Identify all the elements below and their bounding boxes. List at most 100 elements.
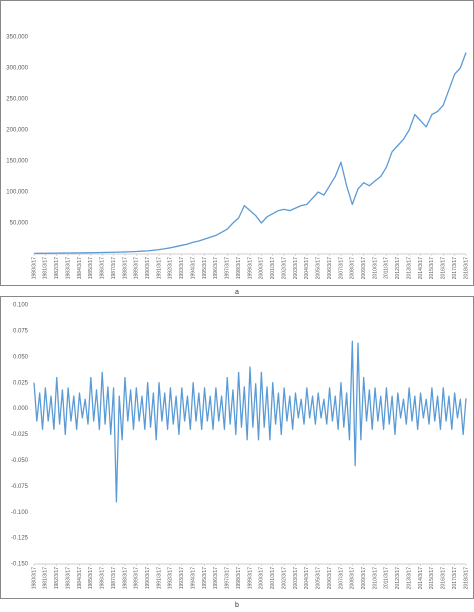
y-tick-label: 50,000 xyxy=(10,221,29,227)
y-tick-label: -0.125 xyxy=(11,536,29,542)
x-tick-label: 2007/3/17 xyxy=(338,567,344,589)
x-tick-label: 1990/3/17 xyxy=(145,257,151,279)
x-tick-label: 1994/3/17 xyxy=(190,567,196,589)
x-tick-label: 2015/3/17 xyxy=(429,257,435,279)
x-tick-label: 2003/3/17 xyxy=(293,567,299,589)
panel-frame xyxy=(0,296,474,599)
x-tick-label: 2004/3/17 xyxy=(304,257,310,279)
x-tick-label: 2012/3/17 xyxy=(395,567,401,589)
y-tick-label: 0.000 xyxy=(13,406,29,412)
x-tick-label: 2010/3/17 xyxy=(372,567,378,589)
x-tick-label: 1982/3/17 xyxy=(54,257,60,279)
x-tick-label: 2014/3/17 xyxy=(418,257,424,279)
y-tick-label: -0.100 xyxy=(11,510,29,516)
x-tick-label: 1996/3/17 xyxy=(213,567,219,589)
x-tick-label: 2002/3/17 xyxy=(281,257,287,279)
x-tick-label: 1991/3/17 xyxy=(156,257,162,279)
x-tick-label: 2002/3/17 xyxy=(281,567,287,589)
x-tick-label: 2018/3/17 xyxy=(463,567,469,589)
x-tick-label: 2013/3/17 xyxy=(406,257,412,279)
x-tick-label: 2007/3/17 xyxy=(338,257,344,279)
x-tick-label: 1983/3/17 xyxy=(65,567,71,589)
x-tick-label: 2016/3/17 xyxy=(441,257,447,279)
y-tick-label: -0.150 xyxy=(11,562,29,568)
x-tick-label: 1993/3/17 xyxy=(179,567,185,589)
x-tick-label: 1999/3/17 xyxy=(247,257,253,279)
x-tick-label: 1986/3/17 xyxy=(100,567,106,589)
x-tick-label: 1985/3/17 xyxy=(88,257,94,279)
y-tick-label: 200,000 xyxy=(6,128,28,134)
x-tick-label: 1989/3/17 xyxy=(134,567,140,589)
data-line xyxy=(33,52,467,255)
x-tick-label: 2017/3/17 xyxy=(452,257,458,279)
x-tick-label: 1994/3/17 xyxy=(190,257,196,279)
x-tick-label: 1981/3/17 xyxy=(43,567,49,589)
x-tick-label: 2008/3/17 xyxy=(350,567,356,589)
x-tick-label: 2010/3/17 xyxy=(372,257,378,279)
x-tick-label: 1996/3/17 xyxy=(213,257,219,279)
y-tick-label: 350,000 xyxy=(6,35,28,41)
x-tick-label: 2004/3/17 xyxy=(304,567,310,589)
y-tick-label: -0.075 xyxy=(11,484,29,490)
x-tick-label: 2005/3/17 xyxy=(316,257,322,279)
x-tick-label: 2005/3/17 xyxy=(316,567,322,589)
x-tick-label: 1980/3/17 xyxy=(31,567,37,589)
x-tick-label: 1989/3/17 xyxy=(134,257,140,279)
y-tick-label: 0.100 xyxy=(13,303,29,309)
y-tick-label: -0.025 xyxy=(11,432,29,438)
x-tick-label: 1992/3/17 xyxy=(168,567,174,589)
x-tick-label: 1986/3/17 xyxy=(100,257,106,279)
x-tick-label: 1995/3/17 xyxy=(202,257,208,279)
x-tick-label: 1997/3/17 xyxy=(225,567,231,589)
x-tick-label: 1990/3/17 xyxy=(145,567,151,589)
x-tick-label: 1997/3/17 xyxy=(225,257,231,279)
x-tick-label: 2009/3/17 xyxy=(361,257,367,279)
x-tick-label: 2011/3/17 xyxy=(384,567,390,589)
x-tick-label: 2008/3/17 xyxy=(350,257,356,279)
x-tick-label: 1999/3/17 xyxy=(247,567,253,589)
y-tick-label: 100,000 xyxy=(6,190,28,196)
x-tick-label: 1981/3/17 xyxy=(43,257,49,279)
x-tick-label: 2000/3/17 xyxy=(259,257,265,279)
x-tick-label: 2011/3/17 xyxy=(384,257,390,279)
x-tick-label: 1984/3/17 xyxy=(77,257,83,279)
x-tick-label: 2015/3/17 xyxy=(429,567,435,589)
x-tick-label: 2003/3/17 xyxy=(293,257,299,279)
x-tick-label: 1980/3/17 xyxy=(31,257,37,279)
panel-frame xyxy=(0,0,474,286)
y-tick-label: 0.050 xyxy=(13,354,29,360)
x-tick-label: 2000/3/17 xyxy=(259,567,265,589)
x-tick-label: 1984/3/17 xyxy=(77,567,83,589)
x-tick-label: 1988/3/17 xyxy=(122,257,128,279)
x-tick-label: 1991/3/17 xyxy=(156,567,162,589)
x-tick-label: 2013/3/17 xyxy=(406,567,412,589)
x-tick-label: 2006/3/17 xyxy=(327,567,333,589)
x-tick-label: 1993/3/17 xyxy=(179,257,185,279)
x-tick-label: 2016/3/17 xyxy=(441,567,447,589)
x-tick-label: 1987/3/17 xyxy=(111,257,117,279)
panel-title: a xyxy=(235,289,239,296)
x-tick-label: 1985/3/17 xyxy=(88,567,94,589)
x-tick-label: 2001/3/17 xyxy=(270,567,276,589)
y-tick-label: 0.075 xyxy=(13,328,29,334)
panel-title: b xyxy=(235,602,239,609)
y-tick-label: 150,000 xyxy=(6,159,28,165)
x-tick-label: 2001/3/17 xyxy=(270,257,276,279)
data-line xyxy=(33,340,467,503)
x-tick-label: 1983/3/17 xyxy=(65,257,71,279)
x-tick-label: 2014/3/17 xyxy=(418,567,424,589)
x-tick-label: 1998/3/17 xyxy=(236,257,242,279)
x-tick-label: 1998/3/17 xyxy=(236,567,242,589)
x-tick-label: 1992/3/17 xyxy=(168,257,174,279)
x-tick-label: 2012/3/17 xyxy=(395,257,401,279)
x-tick-label: 1987/3/17 xyxy=(111,567,117,589)
x-tick-label: 2018/3/17 xyxy=(463,257,469,279)
x-tick-label: 1995/3/17 xyxy=(202,567,208,589)
x-tick-label: 2017/3/17 xyxy=(452,567,458,589)
x-tick-label: 1982/3/17 xyxy=(54,567,60,589)
y-tick-label: 0.025 xyxy=(13,380,29,386)
x-tick-label: 2009/3/17 xyxy=(361,567,367,589)
y-tick-label: -0.050 xyxy=(11,458,29,464)
x-tick-label: 2006/3/17 xyxy=(327,257,333,279)
